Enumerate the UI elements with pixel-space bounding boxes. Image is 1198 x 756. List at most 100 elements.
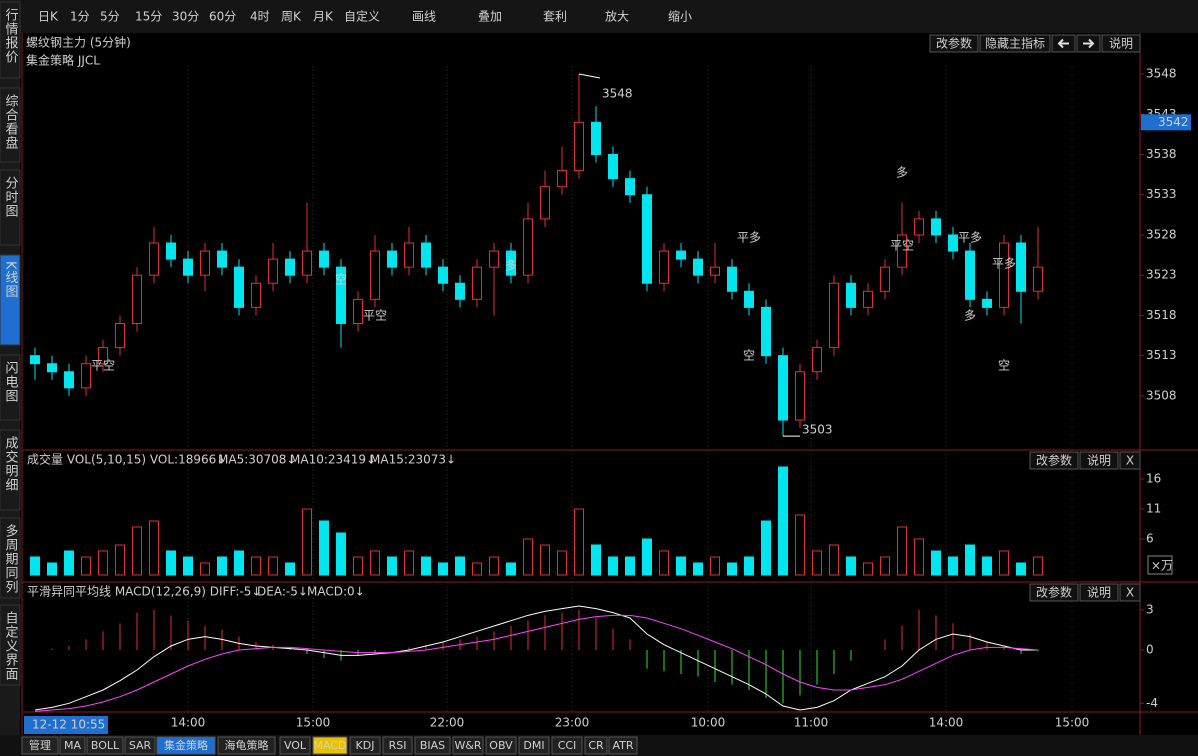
indicator-tab-label[interactable]: CCI (558, 739, 577, 752)
toolbar-button[interactable]: 日K (38, 10, 59, 24)
toolbar-button[interactable]: 5分 (100, 10, 120, 24)
toolbar-button[interactable]: 1分 (70, 10, 90, 24)
indicator-tab[interactable] (86, 736, 124, 755)
volume-bar (931, 550, 941, 576)
volume-bar (523, 538, 533, 576)
sidebar-tab[interactable] (0, 1, 21, 79)
panel-button[interactable] (1119, 583, 1141, 602)
panel-button-label[interactable]: 说明 (1087, 453, 1111, 468)
indicator-tab-label[interactable]: 海龟策略 (225, 738, 269, 752)
sidebar-label[interactable]: 自定义界面 (3, 611, 19, 681)
toolbar-button[interactable]: 60分 (209, 10, 236, 24)
indicator-tab-label[interactable]: ATR (612, 739, 633, 752)
panel-button-label[interactable]: 说明 (1087, 585, 1111, 600)
indicator-tab-label[interactable]: OBV (489, 739, 513, 752)
indicator-tab-label[interactable]: 管理 (29, 738, 51, 752)
candle-body (370, 250, 380, 300)
candle-body (200, 250, 210, 276)
indicator-tab[interactable] (312, 736, 348, 755)
toolbar-button[interactable]: 放大 (605, 9, 629, 24)
toolbar-button[interactable]: 15分 (135, 10, 162, 24)
toolbar-button[interactable]: 周K (281, 10, 302, 24)
volume-bar (506, 562, 516, 576)
panel-button[interactable] (1029, 583, 1079, 602)
sidebar-label[interactable]: 多周期同列 (3, 523, 19, 594)
sidebar-label[interactable]: 分时图 (3, 176, 19, 218)
indicator-tab-label[interactable]: MA (64, 739, 81, 752)
panel-button-label[interactable]: 改参数 (936, 36, 972, 51)
indicator-tab-label[interactable]: SAR (129, 739, 152, 752)
candle-body (285, 258, 295, 276)
toolbar-button[interactable]: 月K (313, 10, 334, 24)
indicator-tab-label[interactable]: VOL (284, 739, 307, 752)
panel-button[interactable] (1119, 451, 1141, 470)
indicator-tab[interactable] (608, 736, 638, 755)
indicator-tab-label[interactable]: BOLL (91, 739, 120, 752)
indicator-tab[interactable] (156, 736, 216, 755)
indicator-tab[interactable] (217, 736, 276, 755)
indicator-tab[interactable] (279, 736, 311, 755)
indicator-tab[interactable] (518, 736, 550, 755)
sidebar-label[interactable]: 综合看盘 (3, 94, 19, 150)
toolbar-button[interactable]: 30分 (172, 10, 199, 24)
panel-button[interactable] (979, 34, 1051, 53)
indicator-tab[interactable] (551, 736, 583, 755)
sidebar-tab[interactable] (0, 429, 21, 511)
sidebar-tab[interactable] (0, 254, 21, 346)
volume-bar (251, 556, 261, 576)
sidebar-tab[interactable] (0, 354, 21, 421)
indicator-tab-label[interactable]: DMI (523, 739, 544, 752)
indicator-tab[interactable] (452, 736, 484, 755)
indicator-tab[interactable] (485, 736, 517, 755)
indicator-tab-label[interactable]: 集金策略 (164, 738, 208, 752)
indicator-tab[interactable] (59, 736, 86, 755)
panel-button[interactable] (929, 34, 979, 53)
toolbar-button[interactable]: 套利 (543, 10, 567, 24)
candle-body (47, 363, 57, 373)
indicator-tab-label[interactable]: MACD (314, 739, 347, 752)
arrow-icon (1057, 38, 1069, 49)
panel-button-label[interactable]: 改参数 (1036, 585, 1072, 600)
panel-button-label[interactable]: X (1126, 586, 1134, 600)
indicator-tab-label[interactable]: RSI (389, 739, 407, 752)
indicator-tab[interactable] (124, 736, 156, 755)
candle-body (1016, 242, 1026, 292)
panel-button-label[interactable]: 改参数 (1036, 453, 1072, 468)
panel-button[interactable] (1079, 451, 1119, 470)
panel-button-label[interactable]: X (1126, 454, 1134, 468)
toolbar-button[interactable]: 自定义 (344, 9, 380, 24)
indicator-tab[interactable] (382, 736, 413, 755)
volume-bar (200, 562, 210, 576)
indicator-tab-label[interactable]: CR (588, 739, 604, 752)
indicator-tab-label[interactable]: BIAS (420, 739, 445, 752)
sidebar-tab[interactable] (0, 604, 21, 686)
sidebar-tab[interactable] (0, 169, 21, 246)
candle-body (115, 322, 125, 349)
strategy-name: 集金策略 JJCL (26, 53, 100, 68)
panel-button-label[interactable]: 说明 (1109, 36, 1133, 51)
panel-button-label[interactable]: 隐藏主指标 (985, 36, 1045, 51)
sidebar-label[interactable]: K线图 (3, 261, 19, 299)
sidebar-label[interactable]: 闪电图 (3, 361, 18, 403)
toolbar-button[interactable]: 4时 (250, 10, 270, 24)
sidebar-label[interactable]: 成交明细 (3, 436, 19, 492)
candle-body (421, 242, 431, 268)
indicator-tab-label[interactable]: KDJ (356, 739, 375, 752)
candle-body (914, 218, 924, 236)
indicator-tab[interactable] (21, 736, 59, 755)
toolbar-button[interactable]: 画线 (412, 10, 436, 24)
indicator-tab[interactable] (414, 736, 451, 755)
panel-button[interactable] (1079, 583, 1119, 602)
toolbar-button[interactable]: 叠加 (478, 10, 502, 24)
volume-bar (880, 556, 890, 576)
indicator-tab[interactable] (584, 736, 608, 755)
panel-button[interactable] (1029, 451, 1079, 470)
sidebar-label[interactable]: 行情报价 (3, 8, 19, 64)
macd-label: DEA:-5↓ (257, 585, 308, 599)
indicator-tab[interactable] (349, 736, 381, 755)
panel-button[interactable] (1101, 34, 1141, 53)
sidebar-tab[interactable] (0, 517, 21, 599)
sidebar-tab[interactable] (0, 87, 21, 163)
indicator-tab-label[interactable]: W&R (454, 739, 481, 752)
toolbar-button[interactable]: 缩小 (668, 9, 692, 24)
